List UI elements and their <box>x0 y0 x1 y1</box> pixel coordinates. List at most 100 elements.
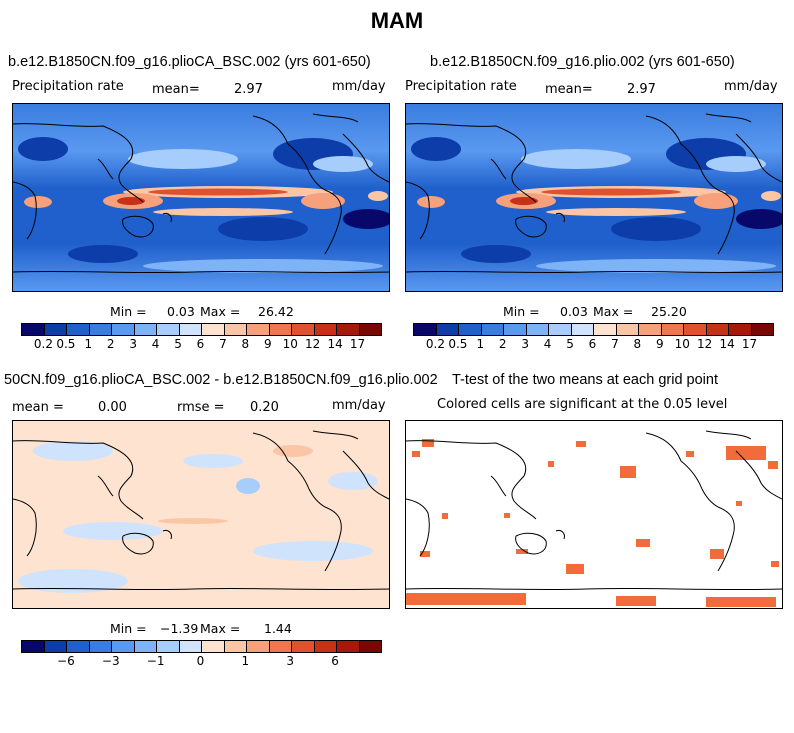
panel3-colorbar-swatch <box>359 641 381 652</box>
spcz-band <box>153 208 293 216</box>
sig-cell <box>420 551 430 557</box>
storm-track <box>128 149 238 169</box>
sig-cell <box>771 561 779 567</box>
panel1-min-label: Min = <box>110 304 147 319</box>
panel1-tick-label: 17 <box>349 337 366 351</box>
panel3-colorbar-swatch <box>202 641 225 652</box>
panel2-colorbar-swatch <box>684 324 707 335</box>
panel3-colorbar-swatch <box>337 641 360 652</box>
coastlines <box>13 430 389 591</box>
panel4-ttest-map <box>405 420 783 609</box>
spcz-band <box>546 208 686 216</box>
panel3-tick-label: 6 <box>331 654 339 668</box>
panel1-tick-label: 10 <box>282 337 298 351</box>
panel1-tick-label: 9 <box>263 337 272 351</box>
panel1-tick-label: 8 <box>241 337 250 351</box>
sig-cell <box>726 446 766 460</box>
dry-zone <box>68 245 138 263</box>
dry-zone <box>736 209 782 229</box>
panel2-tick-label: 6 <box>588 337 597 351</box>
dry-zone <box>18 137 68 161</box>
panel3-colorbar-swatch <box>224 641 247 652</box>
panel2-tick-label: 5 <box>566 337 574 351</box>
amazon-rain <box>301 193 345 209</box>
significant-cells <box>406 439 779 607</box>
panel3-rmse-label: rmse = <box>177 400 225 415</box>
panel1-tick-label: 0.2 <box>33 337 53 351</box>
storm-track <box>313 156 373 172</box>
panel1-colorbar-swatch <box>202 324 225 335</box>
panel1-mean-label: mean= <box>152 82 200 97</box>
panel1-colorbar-swatch <box>224 324 247 335</box>
panel1-tick-label: 7 <box>219 337 227 351</box>
panel3-mean-value: 0.00 <box>98 400 127 415</box>
panel3-colorbar-swatch <box>314 641 337 652</box>
neg-diff-patch <box>18 569 128 593</box>
africa-rain <box>761 191 781 201</box>
panel1-tick-label: 0.5 <box>56 337 76 351</box>
panel3-colorbar-swatch <box>157 641 180 652</box>
panel3-min-value: −1.39 <box>160 621 199 636</box>
panel2-colorbar-swatch <box>414 324 437 335</box>
panel2-mean-value: 2.97 <box>627 82 656 97</box>
panel2-tick-label: 1 <box>476 337 485 351</box>
dry-zone <box>343 209 389 229</box>
panel3-min-label: Min = <box>110 621 147 636</box>
panel2-min-value: 0.03 <box>560 304 588 319</box>
panel3-tick-label: −1 <box>146 654 165 668</box>
panel3-colorbar-swatch <box>44 641 67 652</box>
panel2-colorbar-swatch <box>639 324 662 335</box>
panel2-tick-label: 10 <box>674 337 690 351</box>
neg-diff-patch <box>63 522 163 540</box>
panel2-min-label: Min = <box>503 304 540 319</box>
sig-cell <box>620 466 636 478</box>
sig-cell <box>516 549 528 554</box>
panel2-tick-label: 8 <box>633 337 642 351</box>
coastlines <box>406 113 782 274</box>
panel2-colorbar-swatch <box>549 324 572 335</box>
panel1-variable: Precipitation rate <box>12 79 124 94</box>
figure-title: MAM <box>370 8 424 33</box>
panel2-colorbar-swatch <box>504 324 527 335</box>
panel1-colorbar-swatch <box>179 324 202 335</box>
neg-diff-patch <box>328 472 378 490</box>
panel1-min-value: 0.03 <box>167 304 195 319</box>
storm-track <box>521 149 631 169</box>
panel3-colorbar-swatch <box>269 641 292 652</box>
panel2-colorbar-swatch <box>459 324 482 335</box>
panel2-tick-label: 7 <box>611 337 619 351</box>
panel2-tick-label: 12 <box>697 337 713 351</box>
storm-track <box>706 156 766 172</box>
panel1-colorbar-swatch <box>359 324 381 335</box>
neg-diff-patch <box>236 478 260 494</box>
panel3-colorbar-swatch <box>292 641 315 652</box>
sig-cell <box>636 539 650 547</box>
panel1-colorbar-swatch <box>247 324 270 335</box>
sig-cell <box>566 564 584 574</box>
panel3-max-label: Max = <box>200 621 241 636</box>
panel1-colorbar-swatch <box>112 324 135 335</box>
panel2-precip-map <box>405 103 783 292</box>
panel3-mean-label: mean = <box>12 400 64 415</box>
panel3-tick-label: 0 <box>196 654 205 668</box>
panel1-title: b.e12.B1850CN.f09_g16.plioCA_BSC.002 (yr… <box>8 54 371 70</box>
panel3-colorbar-swatch <box>67 641 90 652</box>
panel3-tick-label: −3 <box>101 654 120 668</box>
dry-zone <box>461 245 531 263</box>
panel2-colorbar-swatch <box>436 324 459 335</box>
panel2-colorbar <box>413 323 774 336</box>
itcz-core <box>148 188 288 196</box>
africa-rain <box>368 191 388 201</box>
dry-zone <box>218 217 308 241</box>
panel2-variable: Precipitation rate <box>405 79 517 94</box>
panel2-tick-label: 0.5 <box>448 337 468 351</box>
panel2-tick-label: 17 <box>741 337 758 351</box>
panel2-tick-label: 2 <box>498 337 507 351</box>
panel3-colorbar <box>21 640 382 653</box>
dry-zone <box>411 137 461 161</box>
panel2-colorbar-swatch <box>571 324 594 335</box>
panel1-units: mm/day <box>332 79 386 94</box>
panel3-colorbar-swatch <box>179 641 202 652</box>
sig-cell <box>412 451 420 457</box>
coastlines <box>13 113 389 274</box>
